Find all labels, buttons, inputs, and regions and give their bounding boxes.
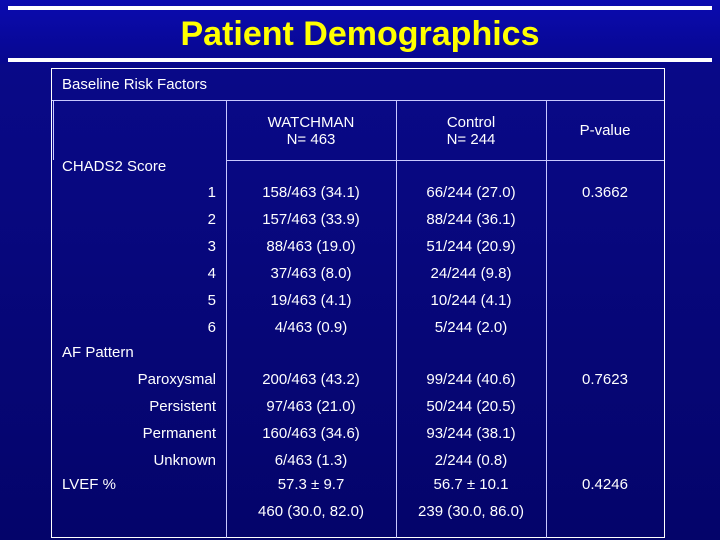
chads-row-5-control: 10/244 (4.1) bbox=[430, 292, 512, 309]
page-title: Patient Demographics bbox=[180, 15, 540, 53]
chads-row-1-key: 1 bbox=[207, 184, 216, 201]
pvalue-header: P-value bbox=[579, 122, 631, 139]
lvef-pvalue: 0.4246 bbox=[582, 476, 628, 493]
chads-row-2-control: 88/244 (36.1) bbox=[426, 211, 516, 228]
chads-row-4-key: 4 bbox=[207, 265, 216, 282]
chads-pvalue: 0.3662 bbox=[582, 184, 628, 201]
chads-row-1-control: 66/244 (27.0) bbox=[426, 184, 516, 201]
table-top-line bbox=[52, 100, 664, 101]
chads-row-4-watchman: 37/463 (8.0) bbox=[270, 265, 352, 282]
af-row-paroxysmal-key: Paroxysmal bbox=[137, 371, 216, 388]
af-pvalue: 0.7623 bbox=[582, 371, 628, 388]
chads-row-6-key: 6 bbox=[207, 319, 216, 336]
chads-row-3-key: 3 bbox=[207, 238, 216, 255]
af-row-paroxysmal-watchman: 200/463 (43.2) bbox=[262, 371, 360, 388]
af-row-paroxysmal-control: 99/244 (40.6) bbox=[426, 371, 516, 388]
af-row-persistent-key: Persistent bbox=[149, 398, 216, 415]
watchman-header: WATCHMAN N= 463 bbox=[226, 114, 396, 148]
control-header-name: Control bbox=[446, 114, 496, 131]
af-row-unknown-watchman: 6/463 (1.3) bbox=[274, 452, 348, 469]
title-rule-bottom bbox=[8, 58, 712, 62]
col-divider-3 bbox=[546, 100, 547, 538]
col-divider-1 bbox=[226, 100, 227, 538]
chads-row-5-watchman: 19/463 (4.1) bbox=[270, 292, 352, 309]
lvef-control-median: 239 (30.0, 86.0) bbox=[418, 503, 524, 520]
chads-label: CHADS2 Score bbox=[62, 158, 167, 175]
header-bottom-line bbox=[226, 160, 664, 161]
section-label: Baseline Risk Factors bbox=[62, 76, 208, 93]
lvef-control-mean: 56.7 ± 10.1 bbox=[433, 476, 509, 493]
col-divider-2 bbox=[396, 100, 397, 538]
lvef-watchman-mean: 57.3 ± 9.7 bbox=[277, 476, 345, 493]
af-row-unknown-control: 2/244 (0.8) bbox=[434, 452, 508, 469]
chads-row-4-control: 24/244 (9.8) bbox=[430, 265, 512, 282]
chads-row-3-control: 51/244 (20.9) bbox=[426, 238, 516, 255]
chads-row-6-watchman: 4/463 (0.9) bbox=[274, 319, 348, 336]
chads-row-3-watchman: 88/463 (19.0) bbox=[266, 238, 356, 255]
title-bar: Patient Demographics bbox=[0, 0, 720, 64]
title-rule-top bbox=[8, 6, 712, 10]
af-row-unknown-key: Unknown bbox=[153, 452, 216, 469]
af-row-permanent-key: Permanent bbox=[142, 425, 216, 442]
lvef-watchman-median: 460 (30.0, 82.0) bbox=[258, 503, 364, 520]
af-row-permanent-control: 93/244 (38.1) bbox=[426, 425, 516, 442]
af-row-permanent-watchman: 160/463 (34.6) bbox=[262, 425, 360, 442]
control-header-n: N= 244 bbox=[446, 131, 496, 148]
chads-row-6-control: 5/244 (2.0) bbox=[434, 319, 508, 336]
af-row-persistent-watchman: 97/463 (21.0) bbox=[266, 398, 356, 415]
data-panel bbox=[51, 68, 665, 538]
chads-row-2-key: 2 bbox=[207, 211, 216, 228]
control-header: Control N= 244 bbox=[396, 114, 546, 148]
chads-row-2-watchman: 157/463 (33.9) bbox=[262, 211, 360, 228]
watchman-header-name: WATCHMAN bbox=[267, 114, 355, 131]
af-label: AF Pattern bbox=[62, 344, 134, 361]
header-left-border bbox=[53, 100, 54, 160]
lvef-label: LVEF % bbox=[62, 476, 116, 493]
watchman-header-n: N= 463 bbox=[286, 131, 336, 148]
chads-row-5-key: 5 bbox=[207, 292, 216, 309]
af-row-persistent-control: 50/244 (20.5) bbox=[426, 398, 516, 415]
chads-row-1-watchman: 158/463 (34.1) bbox=[262, 184, 360, 201]
